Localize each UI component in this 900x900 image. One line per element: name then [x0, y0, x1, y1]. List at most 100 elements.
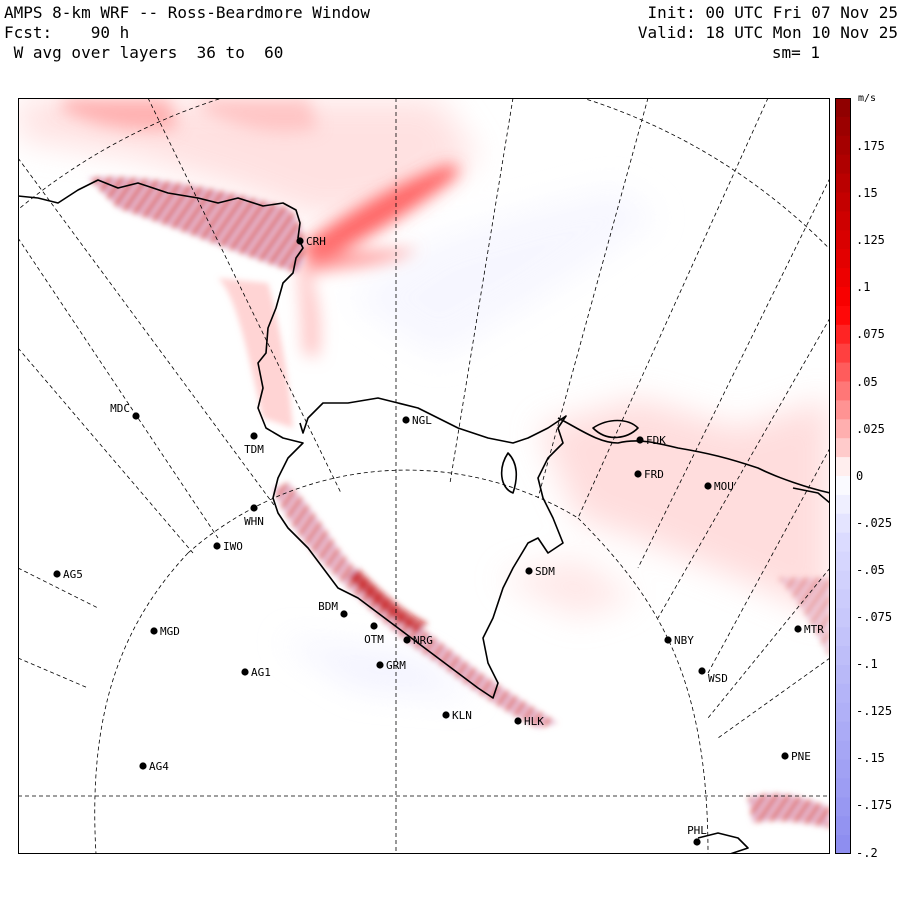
meridian-line: [637, 177, 830, 569]
station-label-nby: NBY: [674, 634, 694, 647]
colorbar-step: [835, 721, 851, 742]
colorbar-step: [835, 702, 851, 723]
colorbar-tick-label: .175: [856, 139, 885, 153]
colorbar-step: [835, 211, 851, 231]
station-marker-frd: [634, 470, 642, 478]
station-label-frd: FRD: [644, 468, 664, 481]
station-marker-whn: [250, 504, 258, 512]
colorbar-tick-label: .15: [856, 186, 878, 201]
colorbar-tick-label: 0: [856, 468, 864, 483]
meridian-line: [147, 98, 342, 494]
meridian-line: [449, 98, 514, 484]
graticule: [18, 98, 830, 854]
colorbar-step: [835, 532, 851, 553]
island-outline: [500, 452, 518, 494]
meridian-line: [18, 157, 275, 506]
meridian-line: [707, 567, 830, 719]
station-label-mgd: MGD: [160, 625, 180, 638]
station-marker-ag5: [53, 570, 61, 578]
colorbar-step: [835, 683, 851, 704]
station-label-crh: CRH: [306, 235, 326, 248]
variable-description: W avg over layers 36 to 60: [4, 43, 284, 62]
colorbar-tick-label: .025: [856, 421, 885, 436]
coastline-path: [792, 487, 830, 504]
station-label-ngl: NGL: [412, 414, 432, 427]
colorbar-step: [835, 778, 851, 798]
station-label-ag4: AG4: [149, 760, 169, 773]
valid-time: Valid: 18 UTC Mon 10 Nov 25: [637, 23, 898, 42]
colorbar-step: [835, 98, 851, 118]
station-marker-grm: [376, 661, 384, 669]
colorbar-step: [835, 476, 851, 496]
colorbar-step: [835, 438, 851, 458]
parallel-arc: [94, 552, 189, 854]
station-label-otm: OTM: [364, 633, 384, 646]
colorbar-step: [835, 362, 851, 382]
colorbar-tick-label: -.15: [856, 751, 885, 766]
station-marker-mtr: [794, 625, 802, 633]
colorbar-tick-label: -.075: [856, 610, 893, 624]
colorbar-step: [835, 608, 851, 628]
colorbar-step: [835, 759, 851, 779]
colorbar-step: [835, 116, 851, 137]
station-marker-mou: [704, 482, 712, 490]
station-label-mdc: MDC: [110, 402, 130, 415]
meridian-line: [18, 347, 194, 554]
station-marker-nby: [664, 636, 672, 644]
island-outline: [592, 419, 639, 439]
station-label-wsd: WSD: [708, 672, 728, 685]
meridian-line: [657, 317, 830, 619]
station-label-nrg: NRG: [413, 634, 433, 647]
parallel-arc: [577, 517, 709, 854]
colorbar-unit: m/s: [858, 93, 877, 104]
coastline-path: [697, 832, 749, 854]
station-label-tdm: TDM: [244, 443, 264, 456]
colorbar-step: [835, 551, 851, 571]
colorbar-tick-label: -.125: [856, 704, 893, 719]
coastline: [18, 179, 830, 854]
station-label-sdm: SDM: [535, 565, 555, 578]
colorbar-step: [835, 230, 851, 250]
colorbar-step: [835, 665, 851, 685]
field-weak-positive: [18, 98, 830, 698]
colorbar-step: [835, 324, 851, 345]
map-frame: [18, 98, 830, 854]
colorbar-tick-label: -.2: [856, 845, 878, 860]
meridian-line: [18, 567, 99, 609]
station-label-mtr: MTR: [804, 623, 824, 636]
colorbar-tick-label: -.025: [856, 515, 893, 530]
station-label-phl: PHL: [687, 824, 707, 837]
field-mountain-waves: [88, 177, 830, 828]
smoothing-label: sm= 1: [771, 43, 820, 62]
coastline-path: [18, 179, 567, 699]
station-label-bdm: BDM: [318, 600, 338, 613]
colorbar-step: [835, 249, 851, 269]
station-label-ag5: AG5: [63, 568, 83, 581]
colorbar-step: [835, 287, 851, 307]
colorbar-step: [835, 400, 851, 420]
colorbar-tick-label: -.05: [856, 562, 885, 577]
station-marker-mgd: [150, 627, 158, 635]
station-label-pne: PNE: [791, 750, 811, 763]
colorbar-step: [835, 343, 851, 364]
colorbar-step: [835, 457, 851, 477]
station-label-hlk: HLK: [524, 715, 544, 728]
colorbar-step: [835, 419, 851, 439]
colorbar-step: [835, 192, 851, 212]
station-marker-ag1: [241, 668, 249, 676]
station-label-whn: WHN: [244, 515, 264, 528]
forecast-hour: Fcst: 90 h: [4, 23, 130, 42]
colorbar-step: [835, 268, 851, 288]
station-label-ag1: AG1: [251, 666, 271, 679]
station-marker-mdc: [132, 412, 140, 420]
meridian-line: [18, 657, 89, 689]
colorbar-step: [835, 797, 851, 817]
colorbar-tick-label: .1: [856, 280, 871, 295]
parallel-arc: [187, 469, 579, 554]
station-marker-ag4: [139, 762, 147, 770]
colorbar-step: [835, 835, 851, 854]
field-plume: [58, 98, 459, 358]
colorbar-step: [835, 513, 851, 534]
